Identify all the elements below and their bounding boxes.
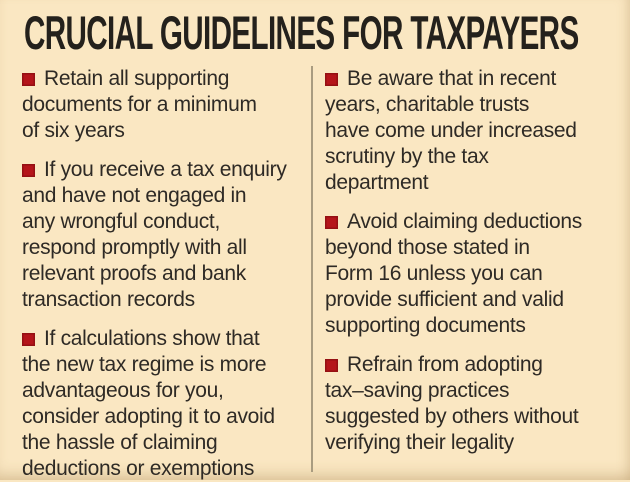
- page-title: CRUCIAL GUIDELINES FOR TAXPAYERS: [24, 6, 579, 59]
- guidelines-column-left: Retain all supporting documents for a mi…: [22, 66, 311, 482]
- bullet-square-icon: [325, 216, 338, 229]
- guideline-text: Avoid claiming deductions beyond those s…: [325, 210, 582, 337]
- guideline-text: If you receive a tax enquiry and have no…: [22, 158, 287, 311]
- guideline-item: Be aware that in recent years, charitabl…: [325, 66, 618, 196]
- bullet-square-icon: [325, 73, 338, 86]
- guideline-text: Refrain from adopting tax–saving practic…: [325, 353, 579, 454]
- guideline-item: Avoid claiming deductions beyond those s…: [325, 209, 618, 339]
- bullet-square-icon: [22, 333, 35, 346]
- guideline-item: If calculations show that the new tax re…: [22, 326, 305, 482]
- bullet-square-icon: [325, 359, 338, 372]
- bullet-square-icon: [22, 73, 35, 86]
- guideline-text: Retain all supporting documents for a mi…: [22, 67, 257, 142]
- guideline-text: If calculations show that the new tax re…: [22, 327, 275, 480]
- guidelines-column-right: Be aware that in recent years, charitabl…: [313, 66, 618, 482]
- guideline-item: If you receive a tax enquiry and have no…: [22, 157, 305, 313]
- guideline-item: Refrain from adopting tax–saving practic…: [325, 352, 618, 456]
- column-divider: [311, 66, 313, 472]
- guideline-text: Be aware that in recent years, charitabl…: [325, 67, 577, 194]
- guidelines-columns: Retain all supporting documents for a mi…: [22, 66, 618, 482]
- guideline-item: Retain all supporting documents for a mi…: [22, 66, 305, 144]
- bullet-square-icon: [22, 164, 35, 177]
